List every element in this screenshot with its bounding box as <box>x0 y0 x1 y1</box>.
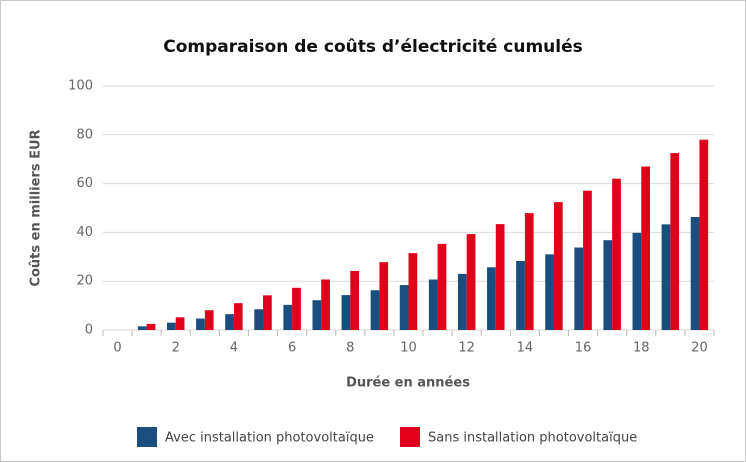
bar <box>516 260 525 330</box>
bar <box>670 153 680 330</box>
x-tick-label: 14 <box>517 341 534 356</box>
bar <box>292 287 301 330</box>
bar <box>574 247 584 330</box>
bar <box>661 224 671 330</box>
bar <box>495 224 505 330</box>
bar <box>225 314 234 330</box>
x-axis-label: Durée en années <box>346 376 470 391</box>
bar <box>699 139 709 330</box>
bar <box>283 304 293 330</box>
y-tick-label: 100 <box>68 79 93 94</box>
bar <box>233 303 243 330</box>
bar <box>457 273 467 330</box>
x-tick-label: 4 <box>230 341 238 356</box>
x-tick-label: 20 <box>691 341 708 356</box>
bar <box>167 322 176 330</box>
bar <box>196 318 205 330</box>
bar <box>175 317 185 330</box>
bar <box>204 310 214 330</box>
x-tick-label: 18 <box>633 341 650 356</box>
bar <box>437 243 447 330</box>
bar <box>487 267 496 330</box>
bar <box>690 217 700 330</box>
bar <box>408 253 418 330</box>
x-tick-label: 16 <box>575 341 592 356</box>
bar <box>321 279 330 330</box>
bar <box>553 202 563 330</box>
y-tick-label: 60 <box>76 176 93 191</box>
legend-swatch <box>137 427 157 447</box>
bar <box>379 262 389 330</box>
bar <box>583 190 592 330</box>
bar <box>341 295 351 330</box>
y-axis-label: Coûts en milliers EUR <box>29 129 44 286</box>
y-tick-label: 0 <box>85 323 93 338</box>
legend-label: Avec installation photovoltaïque <box>165 431 374 446</box>
y-tick-label: 80 <box>76 127 93 142</box>
bar <box>350 270 360 330</box>
bar <box>399 285 409 330</box>
x-tick-label: 10 <box>400 341 417 356</box>
legend-label: Sans installation photovoltaïque <box>428 431 637 446</box>
bar <box>641 166 650 330</box>
y-tick-label: 20 <box>76 274 93 289</box>
bar <box>545 254 554 330</box>
x-tick-label: 2 <box>172 341 180 356</box>
y-tick-label: 40 <box>76 225 93 240</box>
x-tick-label: 8 <box>346 341 354 356</box>
chart-title: Comparaison de coûts d’électricité cumul… <box>163 37 583 57</box>
bar <box>370 290 380 330</box>
bar <box>312 300 322 330</box>
bar <box>612 178 621 330</box>
bar <box>524 213 534 330</box>
x-tick-label: 6 <box>288 341 296 356</box>
bar <box>146 323 156 330</box>
legend-swatch <box>400 427 420 447</box>
bar <box>466 234 476 330</box>
bar <box>632 232 642 330</box>
bar <box>603 240 613 330</box>
x-tick-label: 12 <box>458 341 475 356</box>
bar <box>263 295 272 330</box>
bar <box>428 279 438 330</box>
bar <box>137 326 147 330</box>
x-tick-label: 0 <box>113 341 121 356</box>
bar <box>254 309 264 330</box>
